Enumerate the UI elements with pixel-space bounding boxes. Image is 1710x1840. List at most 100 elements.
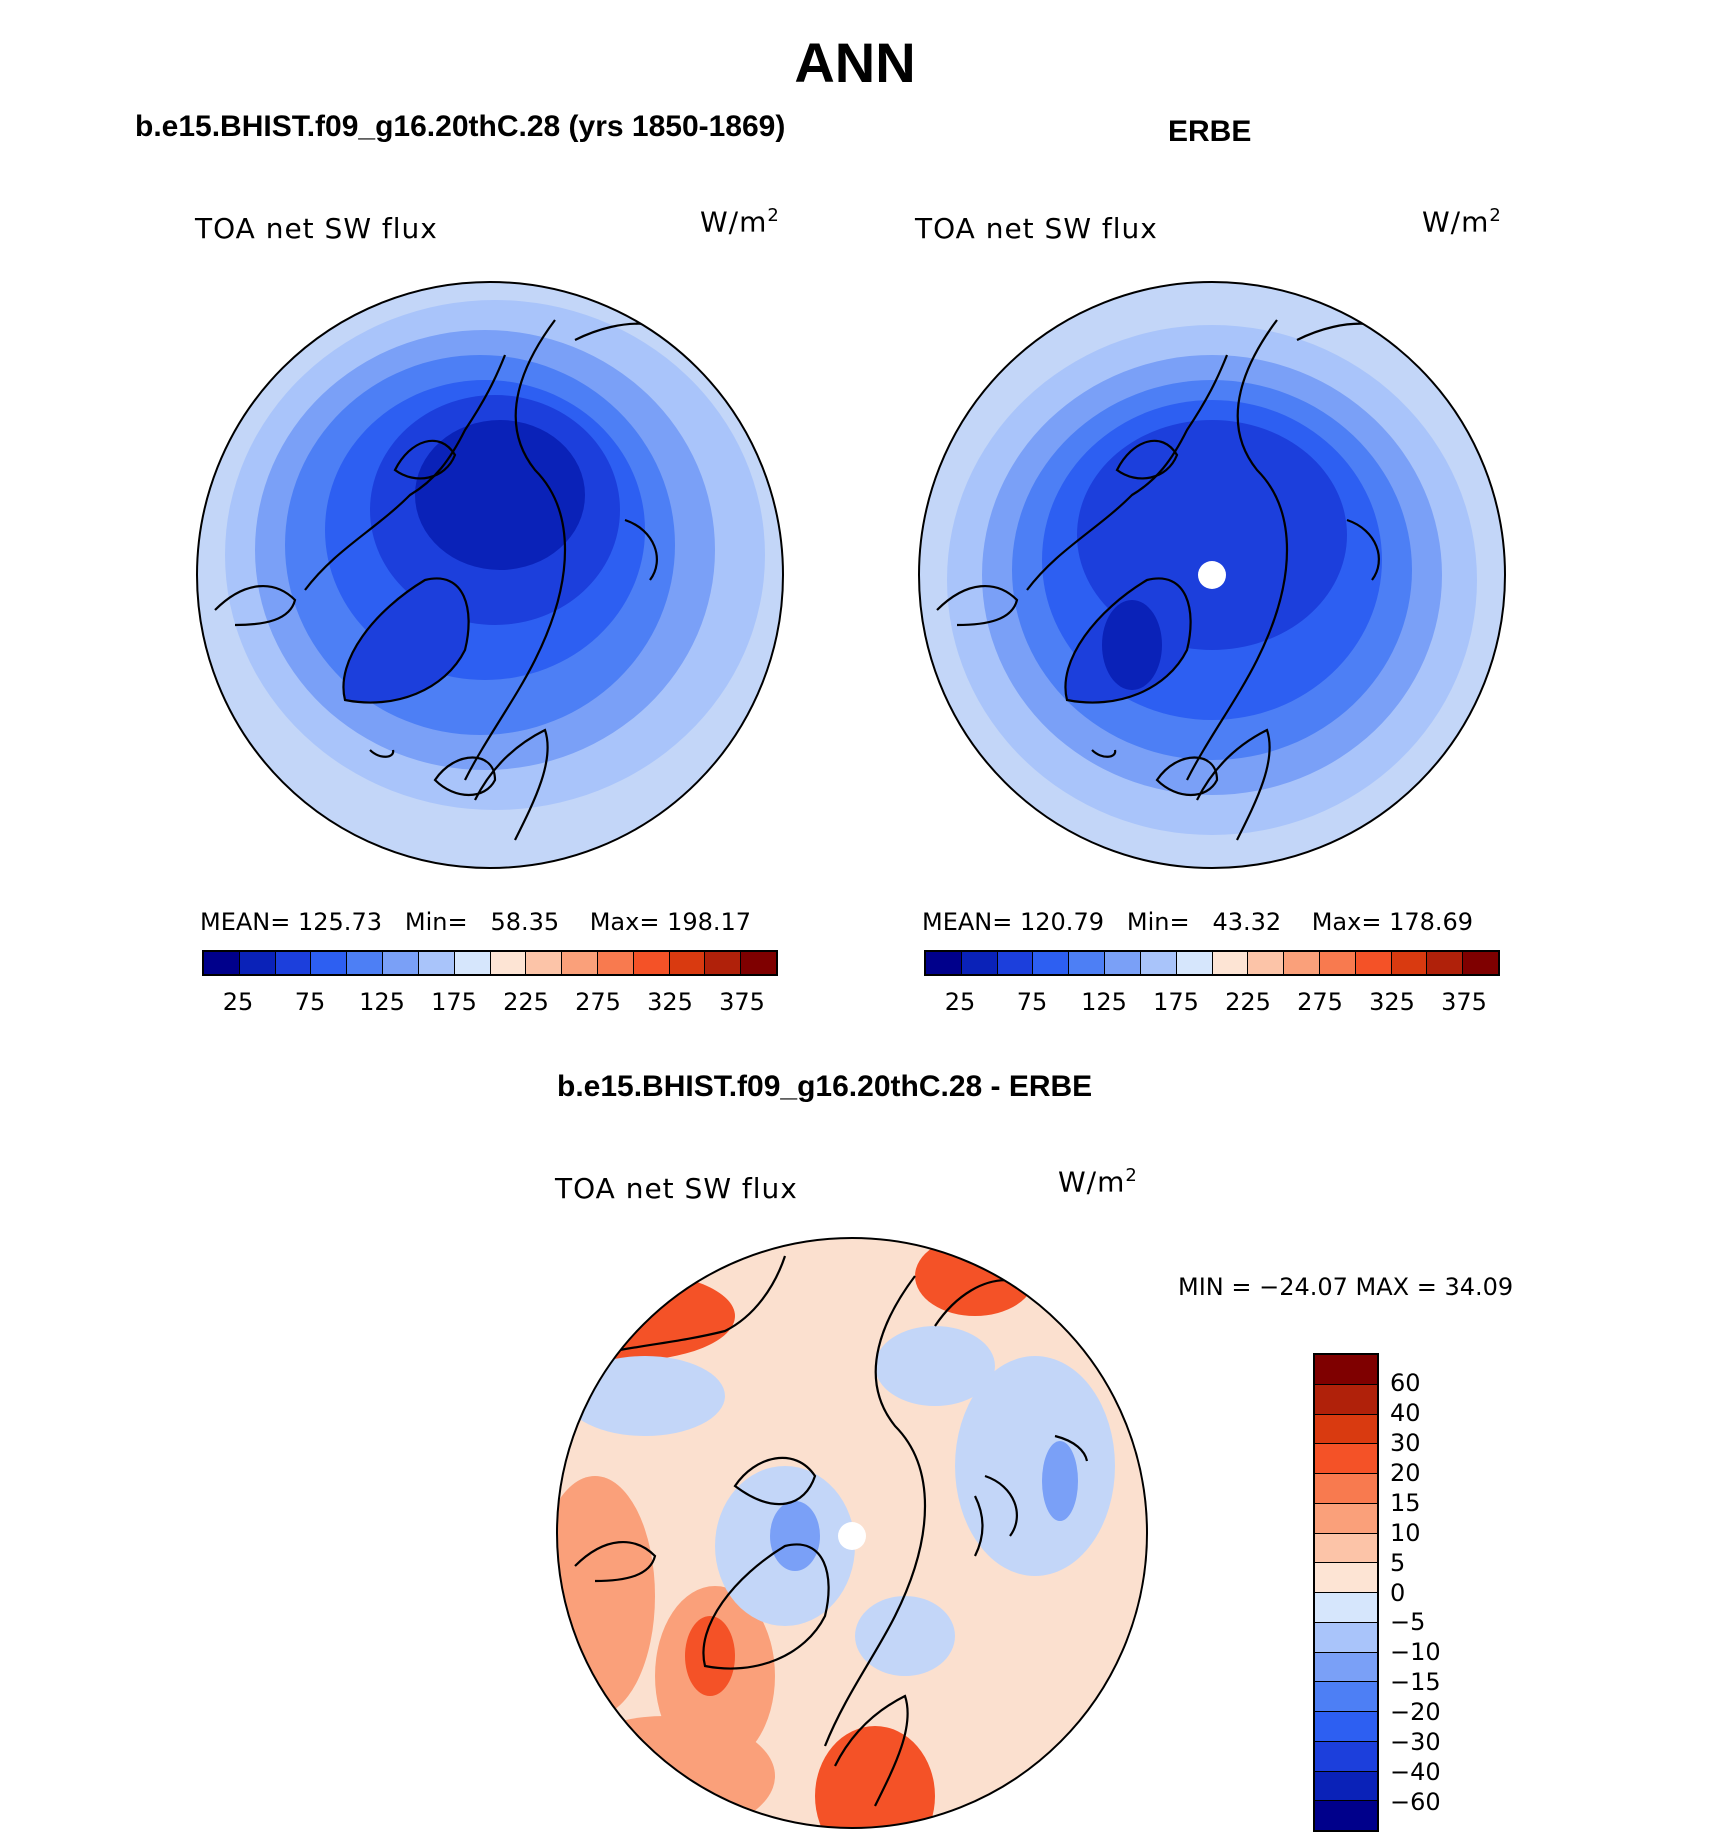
colorbar-swatch [1463, 952, 1498, 974]
map-field [557, 1716, 775, 1828]
colorbar-swatch [1315, 1414, 1377, 1445]
colorbar-swatch [1212, 952, 1249, 974]
colorbar-swatch [997, 952, 1034, 974]
coastline [1196, 728, 1271, 841]
colorbar-tick-label: 125 [359, 988, 405, 1016]
colorbar-swatch [490, 952, 527, 974]
colorbar-swatch [1427, 952, 1464, 974]
colorbar-swatch [1315, 1474, 1377, 1504]
colorbar-tick-label: 225 [503, 988, 549, 1016]
colorbar-swatch [1355, 952, 1392, 974]
colorbar-tick-label: 375 [719, 988, 765, 1016]
pole-hole [1198, 561, 1226, 589]
colorbar-tick-label: 175 [431, 988, 477, 1016]
colorbar-tick-label: 75 [1016, 988, 1048, 1016]
coastline [474, 728, 549, 841]
colorbar-swatch [239, 952, 276, 974]
coastline [393, 439, 457, 480]
coastline [1064, 577, 1192, 704]
colorbar-tick-label: 275 [575, 988, 621, 1016]
colorbar-swatch [311, 952, 348, 974]
coastline [823, 1275, 926, 1747]
colorbar-swatch [526, 952, 563, 974]
map-field [565, 1356, 725, 1436]
coastline [1155, 756, 1219, 796]
colorbar-swatch [597, 952, 634, 974]
greenland-field [1102, 600, 1162, 690]
map-field [1042, 1441, 1078, 1521]
colorbar-tick-label: 25 [222, 988, 254, 1016]
right-variable-label: TOA net SW flux [915, 212, 1158, 245]
colorbar-tick-label: 5 [1390, 1548, 1406, 1577]
left-variable-label: TOA net SW flux [195, 212, 438, 245]
colorbar-swatch [1315, 1503, 1377, 1534]
diff-variable-label: TOA net SW flux [555, 1172, 798, 1205]
colorbar-swatch [1315, 1622, 1377, 1653]
map-field [955, 1356, 1115, 1576]
colorbar-swatch [1315, 1771, 1377, 1802]
colorbar-swatch [1315, 1355, 1377, 1385]
colorbar-swatch [418, 952, 455, 974]
coastline [1054, 1434, 1089, 1462]
left-panel-title: b.e15.BHIST.f09_g16.20thC.28 (yrs 1850-1… [135, 110, 786, 143]
colorbar-swatch [1315, 1801, 1377, 1830]
greenland-field [343, 578, 469, 703]
coastline [1091, 749, 1117, 758]
colorbar-swatch [669, 952, 706, 974]
colorbar-tick-label: −20 [1390, 1698, 1441, 1727]
map-field [815, 1726, 935, 1828]
diff-colorbar [1313, 1353, 1379, 1832]
colorbar-swatch [383, 952, 419, 974]
diff-colorbar-labels: 60 40 30 20 15 10 5 0 −5 −10 −15 −20 −30 −40 −60 [1390, 1353, 1470, 1832]
colorbar-swatch [1315, 1682, 1377, 1712]
colorbar-tick-label: −30 [1390, 1728, 1441, 1757]
map-field [855, 1596, 955, 1676]
colorbar-tick-label: 275 [1297, 988, 1343, 1016]
colorbar-tick-label: 325 [1369, 988, 1415, 1016]
colorbar-tick-label: 30 [1390, 1428, 1421, 1457]
coastline [936, 584, 1019, 627]
colorbar-swatch [1315, 1593, 1377, 1623]
colorbar-tick-label: 125 [1081, 988, 1127, 1016]
colorbar-tick-label: −15 [1390, 1668, 1441, 1697]
colorbar-swatch [562, 952, 598, 974]
colorbar-swatch [1140, 952, 1177, 974]
right-stats: MEAN= 120.79 Min= 43.32 Max= 178.69 [922, 908, 1474, 936]
coastline [702, 1543, 830, 1670]
coastline [1115, 439, 1179, 480]
colorbar-swatch [1391, 952, 1428, 974]
colorbar-swatch [275, 952, 312, 974]
colorbar-swatch [1069, 952, 1106, 974]
coastline [369, 749, 395, 758]
right-colorbar [924, 950, 1500, 976]
colorbar-swatch [1315, 1712, 1377, 1742]
coastline [733, 1456, 817, 1506]
left-polar-map [195, 280, 785, 870]
map-field [685, 1616, 735, 1696]
diff-polar-map [555, 1236, 1149, 1840]
right-panel-title: ERBE [1168, 115, 1252, 148]
map-field [875, 1326, 995, 1406]
colorbar-tick-label: −10 [1390, 1638, 1441, 1667]
coastline [1186, 319, 1288, 781]
right-colorbar-ticks: 25 75 125 175 225 275 325 375 [924, 988, 1500, 1018]
colorbar-tick-label: 0 [1390, 1578, 1406, 1607]
map-field [415, 420, 585, 570]
colorbar-tick-label: −40 [1390, 1758, 1441, 1787]
coastline [574, 1540, 657, 1583]
colorbar-tick-label: 375 [1441, 988, 1487, 1016]
pole-hole [838, 1522, 866, 1550]
coastline [342, 577, 470, 704]
colorbar-swatch [1315, 1652, 1377, 1683]
map-field [770, 1501, 820, 1571]
colorbar-swatch [1248, 952, 1285, 974]
colorbar-swatch [961, 952, 998, 974]
colorbar-swatch [347, 952, 384, 974]
right-polar-map [917, 280, 1507, 870]
coastline [834, 1694, 909, 1807]
coastline [1346, 518, 1380, 581]
diff-minmax: MIN = −24.07 MAX = 34.09 [1178, 1273, 1514, 1301]
coastline [214, 584, 297, 627]
coastline [624, 518, 658, 581]
left-stats: MEAN= 125.73 Min= 58.35 Max= 198.17 [200, 908, 752, 936]
